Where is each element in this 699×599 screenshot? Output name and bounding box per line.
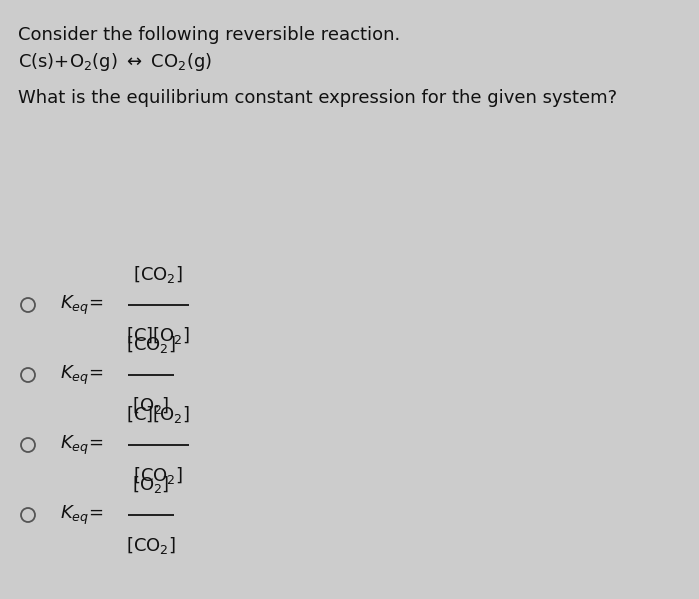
Text: [CO$_2$]: [CO$_2$] bbox=[126, 535, 175, 556]
Text: $K_{eq}$=: $K_{eq}$= bbox=[60, 364, 103, 386]
Text: C(s)+O$_2$(g) $\leftrightarrow$ CO$_2$(g): C(s)+O$_2$(g) $\leftrightarrow$ CO$_2$(g… bbox=[18, 51, 212, 73]
Text: $K_{eq}$=: $K_{eq}$= bbox=[60, 434, 103, 456]
Text: [O$_2$]: [O$_2$] bbox=[132, 395, 169, 416]
Text: What is the equilibrium constant expression for the given system?: What is the equilibrium constant express… bbox=[18, 89, 617, 107]
Text: [CO$_2$]: [CO$_2$] bbox=[126, 334, 175, 355]
Text: Consider the following reversible reaction.: Consider the following reversible reacti… bbox=[18, 26, 401, 44]
Text: [CO$_2$]: [CO$_2$] bbox=[134, 465, 183, 486]
Text: $K_{eq}$=: $K_{eq}$= bbox=[60, 294, 103, 317]
Text: [C][O$_2$]: [C][O$_2$] bbox=[127, 325, 190, 346]
Text: [CO$_2$]: [CO$_2$] bbox=[134, 264, 183, 285]
Text: [C][O$_2$]: [C][O$_2$] bbox=[127, 404, 190, 425]
Text: $K_{eq}$=: $K_{eq}$= bbox=[60, 503, 103, 527]
Text: [O$_2$]: [O$_2$] bbox=[132, 474, 169, 495]
